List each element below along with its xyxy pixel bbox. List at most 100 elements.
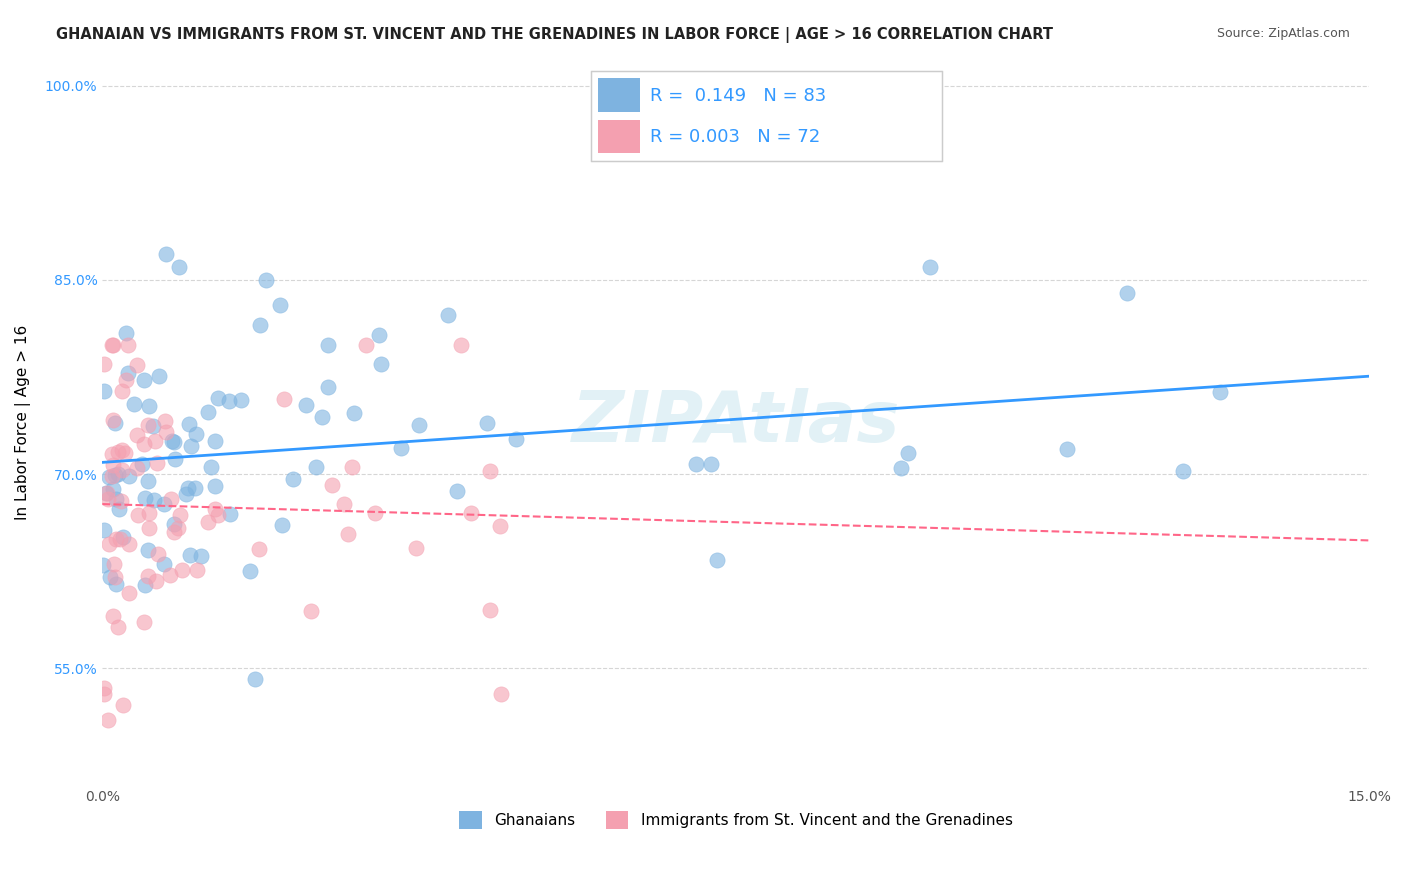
- Point: [138, 399, 160, 413]
- Point: [103, 609, 125, 624]
- Point: [505, 432, 527, 446]
- Point: [94, 486, 117, 500]
- Point: [204, 434, 226, 448]
- Point: [1116, 285, 1139, 300]
- Point: [405, 541, 427, 555]
- Point: [117, 337, 139, 351]
- Point: [104, 570, 127, 584]
- Point: [700, 457, 723, 471]
- Point: [207, 392, 229, 406]
- Text: Source: ZipAtlas.com: Source: ZipAtlas.com: [1216, 27, 1350, 40]
- Point: [104, 416, 127, 430]
- Point: [478, 464, 501, 478]
- Point: [197, 515, 219, 529]
- Point: [93, 357, 115, 371]
- Point: [93, 384, 115, 399]
- Point: [152, 557, 174, 571]
- Point: [190, 549, 212, 563]
- Point: [200, 459, 222, 474]
- Point: [231, 393, 253, 408]
- Point: [1209, 385, 1232, 400]
- Point: [204, 502, 226, 516]
- Point: [127, 428, 149, 442]
- Point: [98, 570, 121, 584]
- Point: [685, 457, 707, 471]
- Point: [180, 439, 202, 453]
- Point: [354, 337, 377, 351]
- Point: [706, 553, 728, 567]
- Point: [269, 298, 291, 312]
- Point: [489, 687, 512, 701]
- Point: [101, 458, 124, 473]
- Y-axis label: In Labor Force | Age > 16: In Labor Force | Age > 16: [15, 325, 31, 520]
- Point: [131, 457, 153, 471]
- Point: [145, 574, 167, 588]
- Point: [132, 615, 155, 629]
- Point: [437, 308, 460, 322]
- Point: [478, 602, 501, 616]
- Point: [97, 491, 120, 506]
- Point: [179, 548, 201, 562]
- Point: [97, 714, 120, 728]
- Point: [103, 413, 125, 427]
- Point: [117, 367, 139, 381]
- Point: [294, 398, 316, 412]
- Point: [138, 507, 160, 521]
- Text: R = 0.003   N = 72: R = 0.003 N = 72: [650, 128, 821, 146]
- Point: [163, 435, 186, 450]
- Point: [174, 486, 197, 500]
- Point: [125, 461, 148, 475]
- Point: [197, 405, 219, 419]
- Point: [155, 425, 177, 439]
- Point: [370, 357, 392, 371]
- Point: [179, 417, 201, 432]
- Point: [117, 585, 139, 599]
- Point: [115, 373, 138, 387]
- Point: [115, 326, 138, 341]
- Point: [111, 384, 134, 399]
- Point: [136, 568, 159, 582]
- Point: [110, 533, 132, 547]
- Point: [118, 469, 141, 483]
- Point: [299, 604, 322, 618]
- Point: [100, 447, 122, 461]
- Point: [389, 441, 412, 455]
- Point: [333, 497, 356, 511]
- Point: [166, 520, 188, 534]
- Bar: [598, 78, 640, 112]
- Point: [918, 260, 941, 274]
- Point: [155, 247, 177, 261]
- Point: [107, 467, 129, 481]
- Point: [460, 507, 482, 521]
- Point: [167, 260, 190, 274]
- Point: [111, 442, 134, 457]
- Point: [163, 452, 186, 467]
- Point: [143, 434, 166, 449]
- Point: [204, 479, 226, 493]
- Point: [247, 542, 270, 557]
- Point: [96, 486, 118, 500]
- Point: [364, 506, 387, 520]
- Point: [91, 558, 114, 572]
- Point: [107, 619, 129, 633]
- Point: [142, 493, 165, 508]
- Point: [103, 557, 125, 571]
- Point: [890, 460, 912, 475]
- Point: [93, 681, 115, 695]
- Point: [132, 437, 155, 451]
- Point: [111, 530, 134, 544]
- Point: [153, 414, 176, 428]
- Point: [100, 337, 122, 351]
- Point: [184, 426, 207, 441]
- Point: [207, 508, 229, 522]
- Point: [340, 460, 363, 475]
- Point: [98, 470, 121, 484]
- Point: [159, 568, 181, 582]
- Point: [170, 563, 193, 577]
- Point: [316, 338, 339, 352]
- Point: [136, 474, 159, 488]
- Point: [316, 380, 339, 394]
- Point: [134, 578, 156, 592]
- Text: ZIPAtlas: ZIPAtlas: [571, 388, 900, 457]
- Point: [184, 481, 207, 495]
